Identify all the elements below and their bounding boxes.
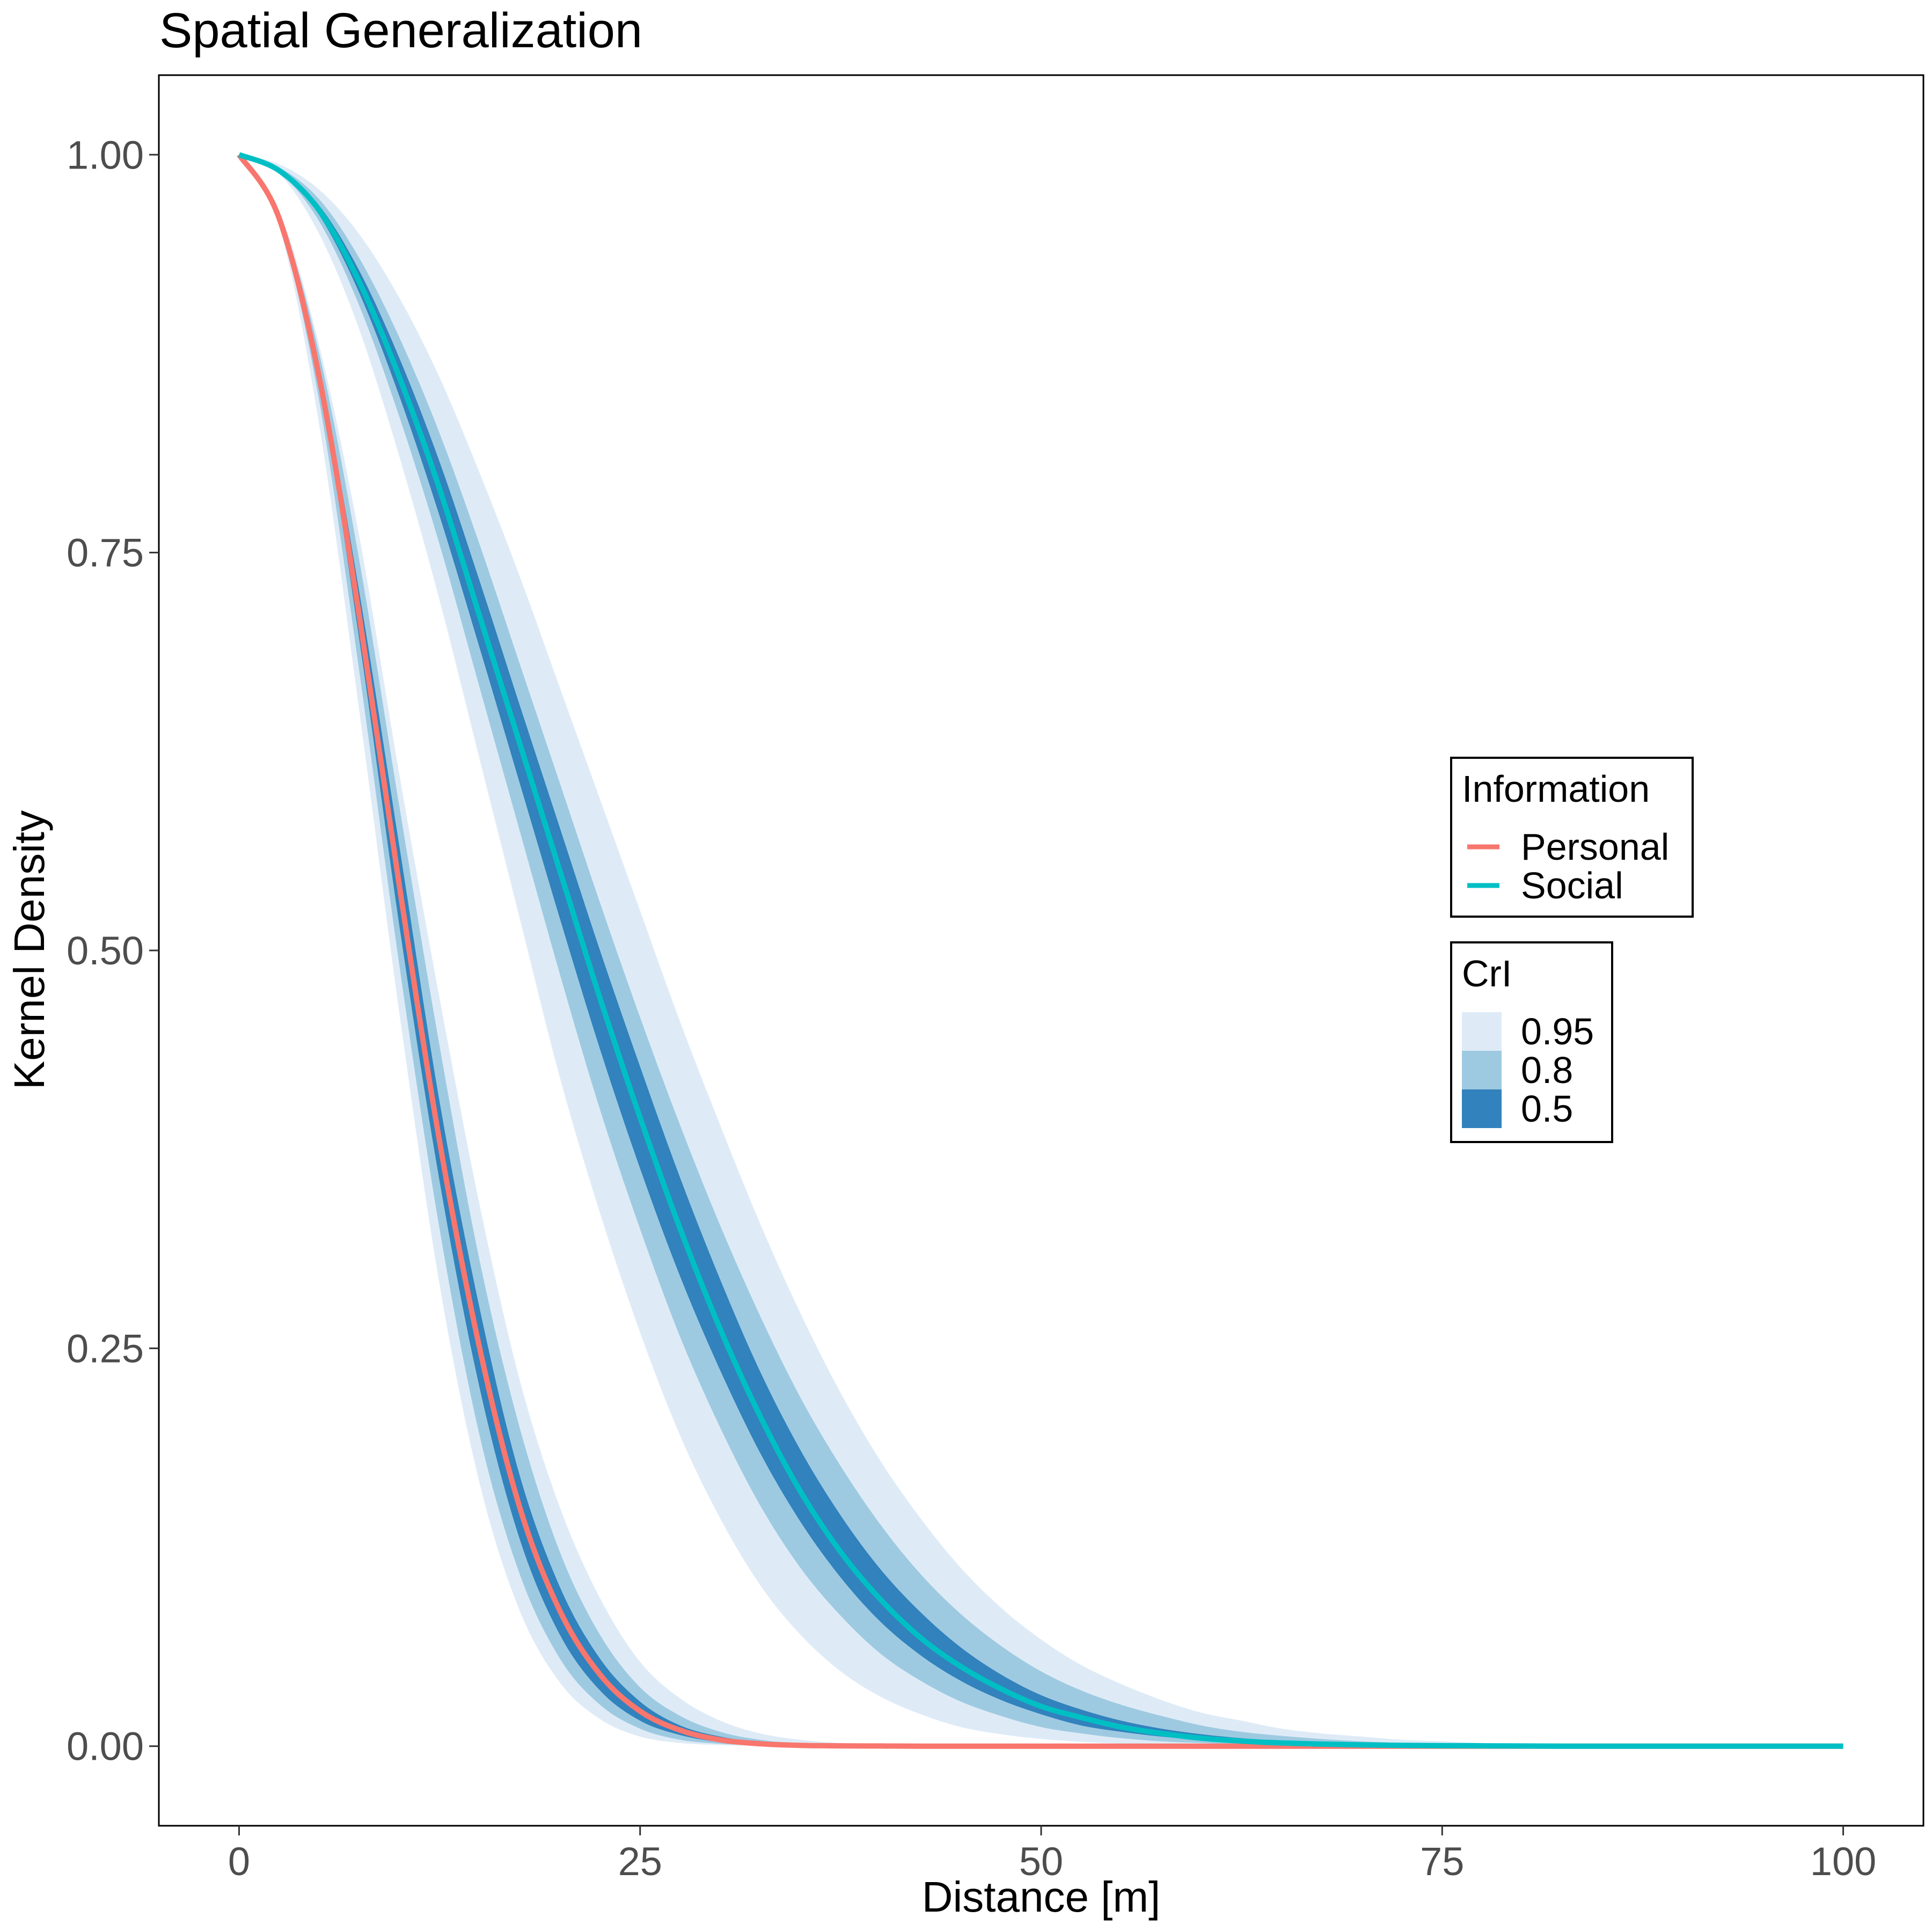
y-tick-label-0.25: 0.25: [67, 1326, 144, 1371]
legend-information-title: Information: [1462, 768, 1650, 810]
legend-label-social: Social: [1521, 865, 1623, 906]
legend-label-cri-0.95: 0.95: [1521, 1011, 1594, 1052]
legend-label-cri-0.8: 0.8: [1521, 1049, 1573, 1091]
x-tick-label-100: 100: [1810, 1839, 1876, 1884]
credible-interval-bands: [239, 155, 1843, 1746]
legend-key-cri-0.95: [1462, 1012, 1502, 1051]
legend-label-personal: Personal: [1521, 826, 1669, 868]
legend-key-cri-0.5: [1462, 1089, 1502, 1128]
y-tick-label-0.75: 0.75: [67, 531, 144, 575]
legend-information: Information Personal Social: [1450, 757, 1694, 918]
legend-information-box: [1450, 757, 1694, 918]
x-tick-label-75: 75: [1420, 1839, 1464, 1884]
x-axis-title: Distance [m]: [922, 1873, 1161, 1921]
legend-cri-title: CrI: [1462, 953, 1512, 994]
y-axis-title: Kernel Density: [5, 810, 53, 1089]
x-tick-label-25: 25: [618, 1839, 662, 1884]
x-tick-label-50: 50: [1019, 1839, 1063, 1884]
chart-title: Spatial Generalization: [159, 3, 642, 58]
series-lines: [237, 152, 1843, 1749]
y-tick-label-1.00: 1.00: [67, 133, 144, 177]
band-social-0.8: [239, 155, 1843, 1746]
y-axis: 0.00 0.25 0.50 0.75 1.00: [67, 133, 159, 1769]
x-axis: 0 25 50 75 100: [228, 1826, 1876, 1884]
legend-cri: CrI 0.95 0.8 0.5: [1450, 941, 1613, 1143]
legend-label-cri-0.5: 0.5: [1521, 1088, 1573, 1130]
series-line-social: [238, 152, 1843, 1749]
x-tick-label-0: 0: [228, 1839, 250, 1884]
legend-key-cri-0.8: [1462, 1051, 1502, 1089]
y-tick-label-0.00: 0.00: [67, 1724, 144, 1769]
y-tick-label-0.50: 0.50: [67, 928, 144, 973]
